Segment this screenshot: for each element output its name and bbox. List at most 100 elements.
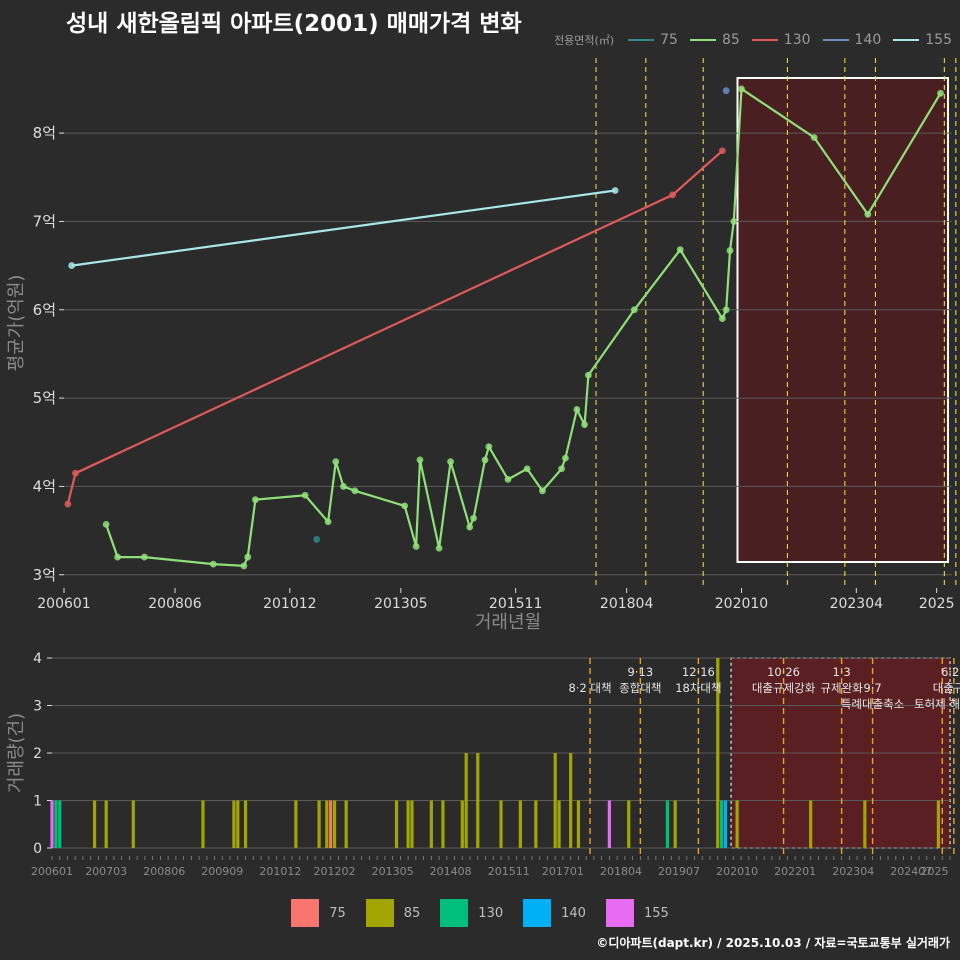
- policy-annotation: 10·26: [767, 665, 800, 679]
- legend-label-155: 155: [925, 32, 952, 48]
- data-point-85: [573, 406, 581, 413]
- data-point-85: [581, 421, 588, 428]
- bar-130: [665, 800, 670, 848]
- policy-annotation: 특례대출축소: [841, 697, 904, 711]
- bar-legend-swatch-140: [523, 899, 552, 927]
- x-tick-label: 201511: [489, 596, 542, 612]
- data-point-85: [435, 544, 443, 552]
- data-point-130: [72, 469, 79, 477]
- data-point-155: [611, 187, 619, 194]
- bar-85: [557, 800, 561, 848]
- bar-85: [518, 800, 522, 848]
- bar-legend-swatch-75: [291, 899, 320, 927]
- data-point-130: [64, 500, 72, 508]
- bar-85: [332, 800, 337, 848]
- bar-legend-swatch-155: [605, 899, 634, 927]
- bar-x-tick-label: 200806: [143, 865, 185, 878]
- y-tick-label: 3억: [33, 566, 56, 584]
- data-point-155: [68, 262, 76, 269]
- bar-85: [499, 800, 503, 848]
- bar-85: [735, 800, 739, 848]
- bar-85: [534, 800, 538, 848]
- bar-y-tick-label: 0: [33, 841, 42, 857]
- bar-85: [553, 753, 557, 848]
- bar-85: [936, 800, 940, 848]
- bar-155: [50, 800, 54, 848]
- y-tick-label: 5억: [33, 389, 56, 407]
- bar-85: [232, 800, 236, 848]
- legend-swatch-140: [822, 39, 849, 41]
- bar-85: [104, 800, 108, 848]
- data-point-85: [523, 465, 531, 473]
- bar-legend-item-140: 140: [523, 899, 586, 927]
- bar-85: [201, 800, 205, 848]
- x-tick-label: 201804: [600, 596, 654, 612]
- data-point-85: [251, 496, 259, 504]
- bar-155: [607, 800, 611, 848]
- policy-annotation: 18차대책: [675, 681, 721, 695]
- legend-item-75: 75: [628, 32, 678, 48]
- policy-annotation: 토허제 해제: [914, 697, 960, 711]
- data-point-85: [466, 523, 474, 531]
- data-point-85: [864, 210, 872, 218]
- bar-85: [394, 800, 399, 848]
- policy-annotation: 6·27: [941, 665, 960, 679]
- bar-x-tick-label: 200909: [201, 865, 243, 878]
- bar-legend-label-130: 130: [478, 905, 504, 921]
- bar-85: [92, 800, 97, 848]
- data-point-85: [209, 560, 217, 568]
- data-point-85: [447, 458, 454, 466]
- bar-85: [716, 658, 720, 848]
- bar-85: [476, 753, 480, 848]
- legend-swatch-155: [893, 39, 920, 41]
- data-point-85: [584, 371, 592, 379]
- data-point-85: [301, 491, 309, 499]
- legend-item-85: 85: [689, 32, 740, 48]
- bar-130: [58, 800, 62, 848]
- x-tick-label: 201012: [263, 596, 316, 612]
- data-point-130: [718, 147, 726, 155]
- bar-x-tick-label: 202010: [716, 865, 758, 878]
- legend-label-85: 85: [721, 32, 740, 48]
- bar-legend-item-130: 130: [440, 899, 503, 927]
- bar-x-tick-label: 201804: [600, 865, 642, 878]
- bar-y-axis-title: 거래량(건): [6, 713, 27, 793]
- data-point-85: [726, 247, 734, 254]
- series-line-130: [66, 149, 724, 505]
- data-point-85: [630, 306, 638, 314]
- x-axis-title: 거래년월: [475, 612, 541, 633]
- data-point-85: [730, 218, 738, 225]
- x-tick-label: 200806: [148, 596, 202, 612]
- bar-legend-swatch-130: [440, 899, 469, 927]
- y-axis-title: 평균가(억원): [6, 275, 27, 372]
- x-tick-label: 202010: [715, 596, 768, 612]
- bar-legend-item-155: 155: [605, 899, 669, 927]
- bar-85: [863, 800, 867, 848]
- policy-annotation: 대출규제강화: [752, 681, 816, 695]
- policy-annotation: 대출규제: [933, 681, 960, 695]
- data-point-85: [416, 456, 424, 464]
- legend-label-130: 130: [783, 32, 811, 48]
- policy-annotation: 규제완화: [820, 681, 863, 695]
- bar-legend-item-75: 75: [291, 899, 346, 927]
- data-point-85: [676, 246, 684, 254]
- data-point-85: [102, 521, 110, 528]
- bar-x-tick-label: 201305: [372, 865, 414, 878]
- bar-85: [627, 800, 631, 848]
- bar-x-tick-label: 202201: [774, 865, 816, 878]
- bar-85: [410, 800, 414, 848]
- y-tick-label: 6억: [33, 301, 56, 319]
- bar-85: [576, 800, 581, 848]
- bar-x-tick-label: 202304: [832, 865, 874, 878]
- data-point-130: [669, 191, 676, 199]
- data-point-85: [810, 134, 818, 141]
- bar-130: [54, 800, 58, 848]
- data-point-85: [240, 562, 248, 570]
- data-point-85: [401, 502, 409, 510]
- data-point-85: [504, 475, 512, 483]
- bar-legend-label-75: 75: [329, 905, 346, 921]
- legend-swatch-130: [751, 39, 778, 41]
- legend-item-130: 130: [751, 32, 811, 48]
- bar-85: [464, 753, 468, 848]
